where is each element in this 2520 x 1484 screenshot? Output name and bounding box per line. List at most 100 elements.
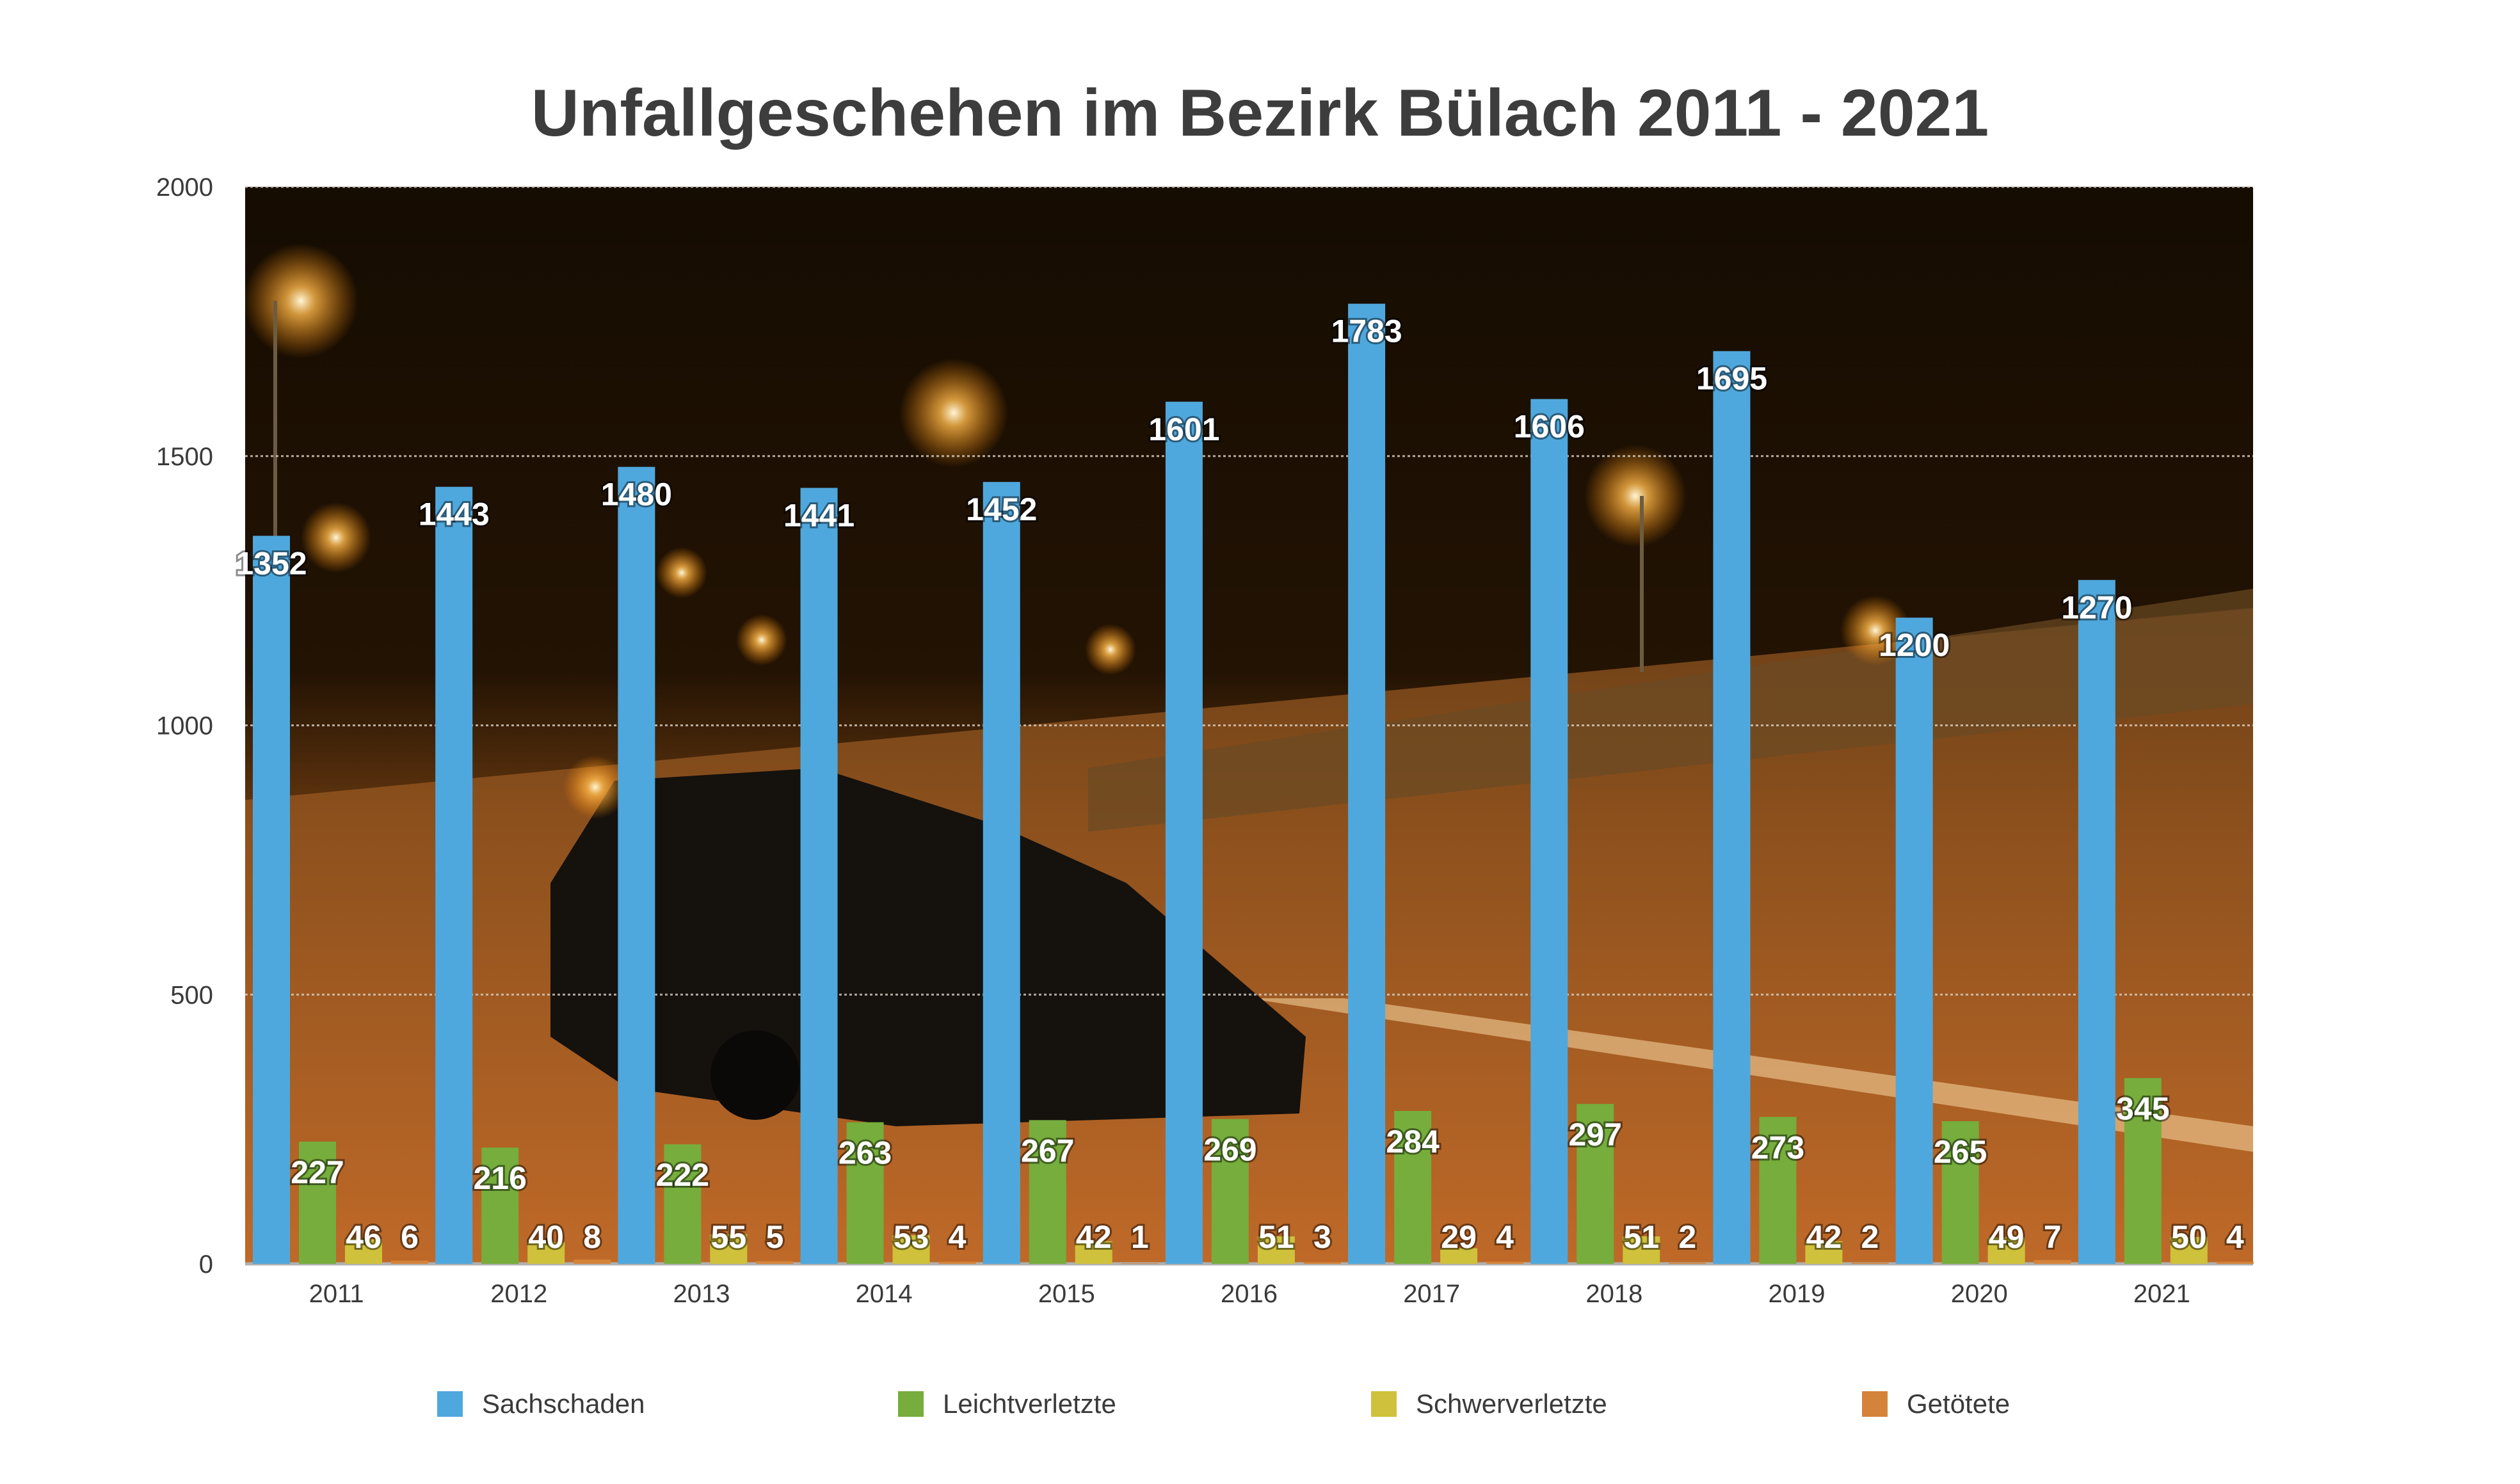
bar-getötete-2019 (1851, 1263, 1889, 1264)
data-label: 1352 (236, 545, 307, 581)
bar-sachschaden-2019 (1713, 351, 1751, 1264)
x-tick-label: 2020 (1951, 1280, 2008, 1308)
bar-getötete-2015 (1121, 1263, 1159, 1264)
legend-swatch (898, 1391, 924, 1417)
bar-sachschaden-2020 (1895, 618, 1933, 1264)
data-label: 1480 (601, 477, 672, 513)
data-label: 1 (1131, 1219, 1149, 1255)
data-label: 222 (656, 1157, 709, 1193)
y-tick-label: 500 (170, 981, 213, 1009)
data-label: 216 (473, 1160, 526, 1196)
data-label: 265 (1934, 1134, 1987, 1170)
data-label: 1443 (419, 497, 490, 532)
bar-getötete-2021 (2216, 1261, 2254, 1264)
data-label: 55 (711, 1219, 747, 1255)
y-tick-label: 1000 (156, 712, 213, 740)
data-label: 2 (1678, 1219, 1696, 1255)
data-label: 1606 (1514, 409, 1585, 445)
data-label: 42 (1806, 1219, 1842, 1255)
legend-item-sachschaden: Sachschaden (437, 1389, 645, 1419)
data-label: 1783 (1331, 314, 1402, 349)
x-tick-label: 2016 (1221, 1280, 1278, 1308)
bar-leichtverletzte-2014 (846, 1122, 884, 1264)
legend-label: Sachschaden (482, 1389, 645, 1419)
x-tick-label: 2021 (2133, 1280, 2190, 1308)
bar-schwerverletzte-2020 (1987, 1237, 2025, 1264)
bar-sachschaden-2018 (1530, 399, 1568, 1264)
bar-sachschaden-2014 (800, 488, 838, 1265)
data-label: 4 (1496, 1219, 1514, 1255)
bar-sachschaden-2012 (435, 486, 473, 1264)
data-label: 263 (839, 1135, 892, 1171)
bar-schwerverletzte-2017 (1440, 1248, 1478, 1264)
data-label: 51 (1258, 1219, 1294, 1255)
data-label: 8 (583, 1219, 601, 1255)
bar-getötete-2017 (1486, 1261, 1524, 1264)
car-silhouette (550, 768, 1306, 1126)
data-label: 1695 (1696, 361, 1767, 397)
data-label: 29 (1441, 1219, 1477, 1255)
data-label: 273 (1751, 1129, 1804, 1165)
data-label: 51 (1623, 1219, 1659, 1255)
y-tick-label: 1500 (156, 443, 213, 471)
x-tick-label: 2014 (856, 1280, 913, 1308)
bar-sachschaden-2016 (1165, 401, 1203, 1264)
bar-sachschaden-2021 (2078, 580, 2115, 1265)
x-tick-label: 2011 (309, 1280, 364, 1308)
bar-schwerverletzte-2019 (1805, 1241, 1843, 1264)
data-label: 297 (1569, 1117, 1622, 1153)
bar-sachschaden-2017 (1348, 303, 1386, 1265)
bar-leichtverletzte-2017 (1394, 1111, 1432, 1264)
bar-leichtverletzte-2020 (1941, 1121, 1979, 1264)
data-label: 40 (528, 1219, 564, 1255)
data-label: 4 (2226, 1219, 2244, 1255)
data-label: 49 (1989, 1219, 2025, 1255)
bar-schwerverletzte-2014 (892, 1235, 930, 1264)
bar-leichtverletzte-2018 (1577, 1104, 1614, 1264)
data-label: 5 (766, 1219, 783, 1255)
grid-lines (245, 186, 2253, 996)
data-label: 1200 (1879, 627, 1950, 663)
bar-getötete-2018 (1669, 1263, 1706, 1264)
legend-swatch (1862, 1391, 1888, 1417)
data-label: 4 (949, 1219, 967, 1255)
bar-schwerverletzte-2015 (1075, 1241, 1112, 1264)
bar-schwerverletzte-2013 (710, 1234, 748, 1264)
data-label: 46 (346, 1219, 381, 1255)
x-tick-label: 2013 (673, 1280, 730, 1308)
x-tick-label: 2017 (1403, 1280, 1460, 1308)
data-label: 3 (1313, 1219, 1331, 1255)
data-label: 345 (2116, 1091, 2169, 1127)
legend-swatch (437, 1391, 463, 1417)
bar-leichtverletzte-2011 (299, 1141, 336, 1264)
bar-getötete-2020 (2034, 1260, 2071, 1264)
bar-getötete-2013 (756, 1261, 794, 1264)
data-label: 1452 (966, 491, 1037, 527)
bar-leichtverletzte-2012 (481, 1147, 519, 1264)
data-label: 2 (1861, 1219, 1879, 1255)
chart-title: Unfallgeschehen im Bezirk Bülach 2011 - … (531, 76, 1989, 150)
legend-label: Schwerverletzte (1416, 1389, 1607, 1419)
data-label: 50 (2171, 1219, 2207, 1255)
bar-getötete-2012 (574, 1259, 611, 1264)
data-label: 1601 (1148, 411, 1219, 447)
bar-getötete-2016 (1303, 1262, 1341, 1264)
legend-item-getötete: Getötete (1862, 1389, 2010, 1419)
bar-sachschaden-2013 (618, 467, 655, 1264)
legend: Sachschaden Leichtverletzte Schwerverletzt… (0, 1389, 2520, 1440)
x-tick-label: 2018 (1585, 1280, 1642, 1308)
y-tick-label: 2000 (156, 173, 213, 202)
bar-leichtverletzte-2013 (664, 1144, 702, 1264)
data-label: 267 (1021, 1133, 1074, 1169)
x-tick-label: 2015 (1038, 1280, 1095, 1308)
bar-schwerverletzte-2018 (1623, 1236, 1660, 1264)
legend-swatch (1371, 1391, 1397, 1417)
data-label: 42 (1076, 1219, 1112, 1255)
data-label: 284 (1386, 1124, 1440, 1160)
data-label: 6 (401, 1219, 419, 1255)
legend-label: Leichtverletzte (943, 1389, 1116, 1419)
data-label: 227 (291, 1154, 344, 1190)
bar-sachschaden-2011 (253, 536, 290, 1264)
data-label: 269 (1203, 1132, 1256, 1168)
legend-item-leichtverletzte: Leichtverletzte (898, 1389, 1116, 1419)
